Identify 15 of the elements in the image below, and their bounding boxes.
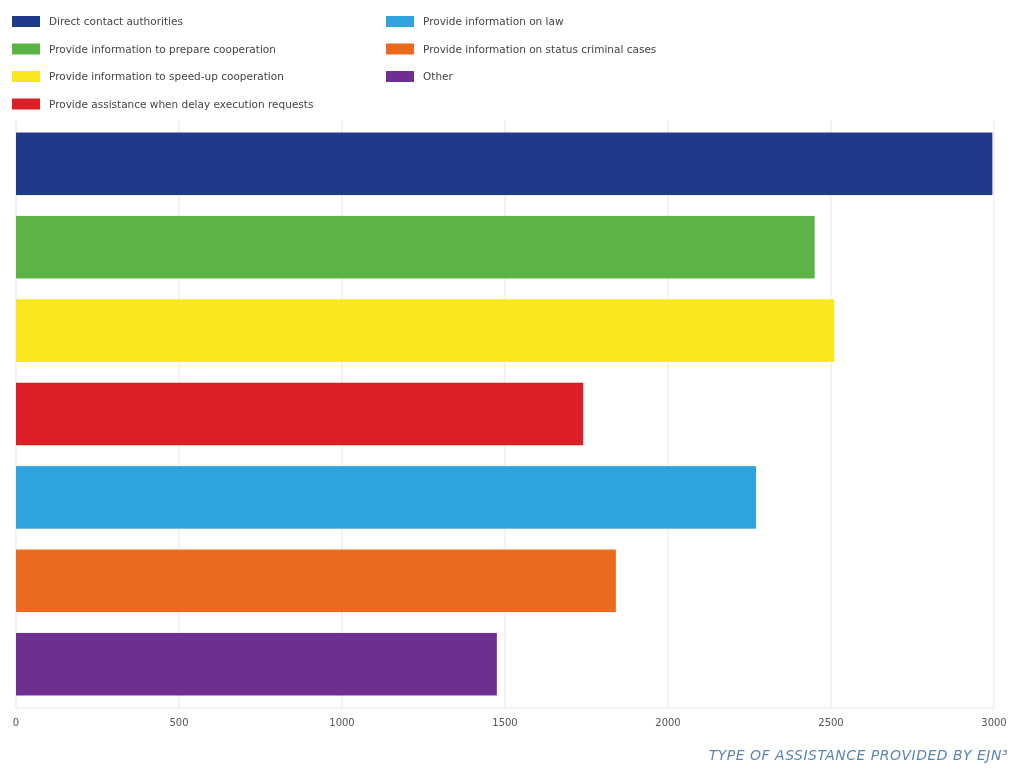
x-tick-label: 500 xyxy=(169,717,189,728)
x-tick-label: 2000 xyxy=(655,717,681,728)
x-tick-label: 1000 xyxy=(329,717,355,728)
x-tick-label: 1500 xyxy=(492,717,518,728)
legend-label: Provide information on status criminal cases xyxy=(423,42,657,55)
legend-label: Provide information to speed-up cooperation xyxy=(49,70,284,82)
legend-label: Provide information on law xyxy=(423,15,564,27)
x-tick-label: 2500 xyxy=(818,717,844,728)
x-tick-label: 3000 xyxy=(981,717,1007,728)
text: TYPE OF ASSISTANCE PROVIDED BY EJN³ xyxy=(708,747,1008,763)
legend-label: Provide assistance when delay execution requests xyxy=(49,97,314,110)
x-tick-label: 0 xyxy=(12,717,20,728)
legend-label: Direct contact authorities xyxy=(49,15,183,27)
legend-label: Other xyxy=(423,70,454,82)
legend-label: Provide information to prepare cooperation xyxy=(49,42,276,55)
